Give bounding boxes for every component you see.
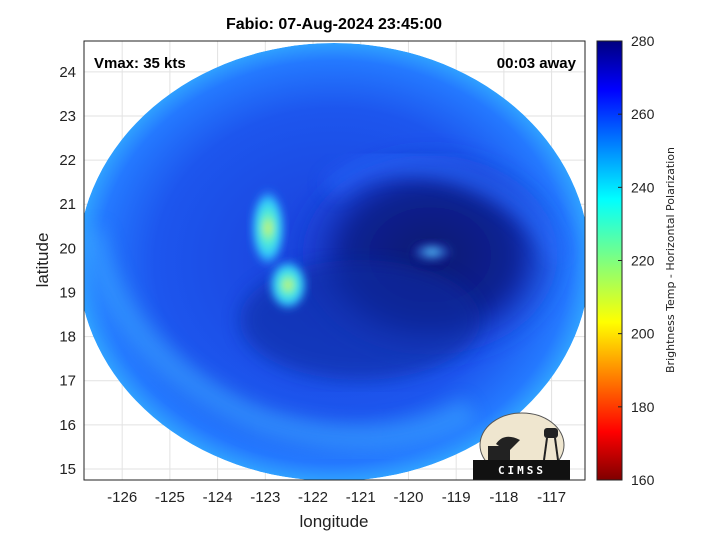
colorbar-tick-label: 240 <box>631 179 655 195</box>
y-tick-label: 22 <box>59 152 76 169</box>
x-axis-label: longitude <box>299 512 368 531</box>
microwave-swath <box>84 43 585 480</box>
map-plot-area: CIMSS Vmax: 35 kts 00:03 away <box>83 40 586 481</box>
x-tick-label: -126 <box>107 489 137 506</box>
colorbar: 280 260 240 220 200 180 160 Brightness Temp - … <box>596 33 677 488</box>
y-tick-label: 15 <box>59 461 76 478</box>
x-tick-label: -122 <box>298 489 328 506</box>
y-tick-label: 20 <box>59 240 76 257</box>
colorbar-gradient <box>596 40 623 481</box>
colorbar-tick-label: 180 <box>631 399 655 415</box>
x-tick-label: -125 <box>155 489 185 506</box>
colorbar-ticks: 280 260 240 220 200 180 160 <box>618 33 655 488</box>
convective-cell-south <box>268 259 308 311</box>
logo-banner <box>473 460 570 480</box>
y-tick-label: 23 <box>59 108 76 125</box>
spiral-arm <box>322 153 570 264</box>
satellite-dish-icon <box>496 436 520 452</box>
x-tick-label: -120 <box>393 489 423 506</box>
colorbar-tick-label: 280 <box>631 33 655 49</box>
x-tick-label: -121 <box>346 489 376 506</box>
x-tick-label: -124 <box>203 489 233 506</box>
x-tick-label: -117 <box>537 489 566 506</box>
convective-cell-east <box>410 241 454 263</box>
y-axis-label: latitude <box>33 233 52 288</box>
x-tick-label: -123 <box>250 489 280 506</box>
water-tower-icon <box>544 428 558 438</box>
convective-cell-north <box>250 188 286 268</box>
colorbar-label: Brightness Temp - Horizontal Polarizatio… <box>664 147 677 373</box>
vmax-label: Vmax: 35 kts <box>94 55 186 72</box>
y-tick-label: 24 <box>59 64 76 81</box>
time-offset-label: 00:03 away <box>497 55 577 72</box>
x-tick-labels: -126 -125 -124 -123 -122 -121 -120 -119 -118 -117 <box>107 489 566 506</box>
y-tick-label: 16 <box>59 417 76 434</box>
outer-rainband <box>84 226 477 451</box>
logo-text: CIMSS <box>498 464 546 477</box>
colorbar-tick-label: 200 <box>631 326 655 342</box>
colorbar-tick-label: 220 <box>631 253 655 269</box>
cimss-logo: CIMSS <box>473 412 570 480</box>
y-tick-label: 17 <box>59 373 76 390</box>
plot-frame <box>83 40 586 481</box>
x-tick-label: -119 <box>442 489 471 506</box>
y-tick-label: 18 <box>59 329 76 346</box>
colorbar-tick-label: 260 <box>631 106 655 122</box>
y-tick-labels: 24 23 22 21 20 19 18 17 16 15 <box>59 64 76 478</box>
map-title: Fabio: 07-Aug-2024 23:45:00 <box>226 16 442 33</box>
colorbar-tick-label: 160 <box>631 472 655 488</box>
y-tick-label: 21 <box>59 196 76 213</box>
x-tick-label: -118 <box>489 489 518 506</box>
y-tick-label: 19 <box>59 284 76 301</box>
